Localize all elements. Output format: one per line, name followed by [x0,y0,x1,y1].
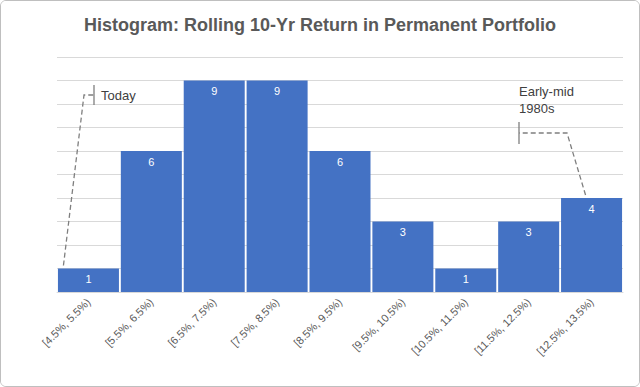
svg-text:1980s: 1980s [519,101,555,116]
svg-text:1: 1 [85,273,91,285]
svg-text:6: 6 [337,156,343,168]
svg-text:[10.5%, 11.5%): [10.5%, 11.5%) [409,296,470,357]
svg-text:[7.5%, 8.5%): [7.5%, 8.5%) [228,296,281,349]
svg-text:[9.5%, 10.5%): [9.5%, 10.5%) [350,296,407,353]
svg-text:4: 4 [588,203,594,215]
svg-text:Today: Today [101,88,136,103]
svg-text:[4.5%, 5.5%): [4.5%, 5.5%) [40,296,93,349]
svg-text:1: 1 [463,273,469,285]
svg-text:[12.5%, 13.5%): [12.5%, 13.5%) [534,296,596,358]
svg-text:Early-mid: Early-mid [519,84,578,99]
svg-text:Histogram: Rolling 10-Yr Retur: Histogram: Rolling 10-Yr Return in Perma… [84,15,556,35]
svg-text:6: 6 [148,156,154,168]
svg-text:[6.5%, 7.5%): [6.5%, 7.5%) [166,296,219,349]
svg-text:9: 9 [211,85,217,97]
svg-text:[11.5%, 12.5%): [11.5%, 12.5%) [472,296,533,357]
svg-text:9: 9 [274,85,280,97]
svg-text:[8.5%, 9.5%): [8.5%, 9.5%) [291,296,344,349]
svg-text:3: 3 [526,226,532,238]
svg-text:3: 3 [400,226,406,238]
svg-text:[5.5%, 6.5%): [5.5%, 6.5%) [103,296,156,349]
